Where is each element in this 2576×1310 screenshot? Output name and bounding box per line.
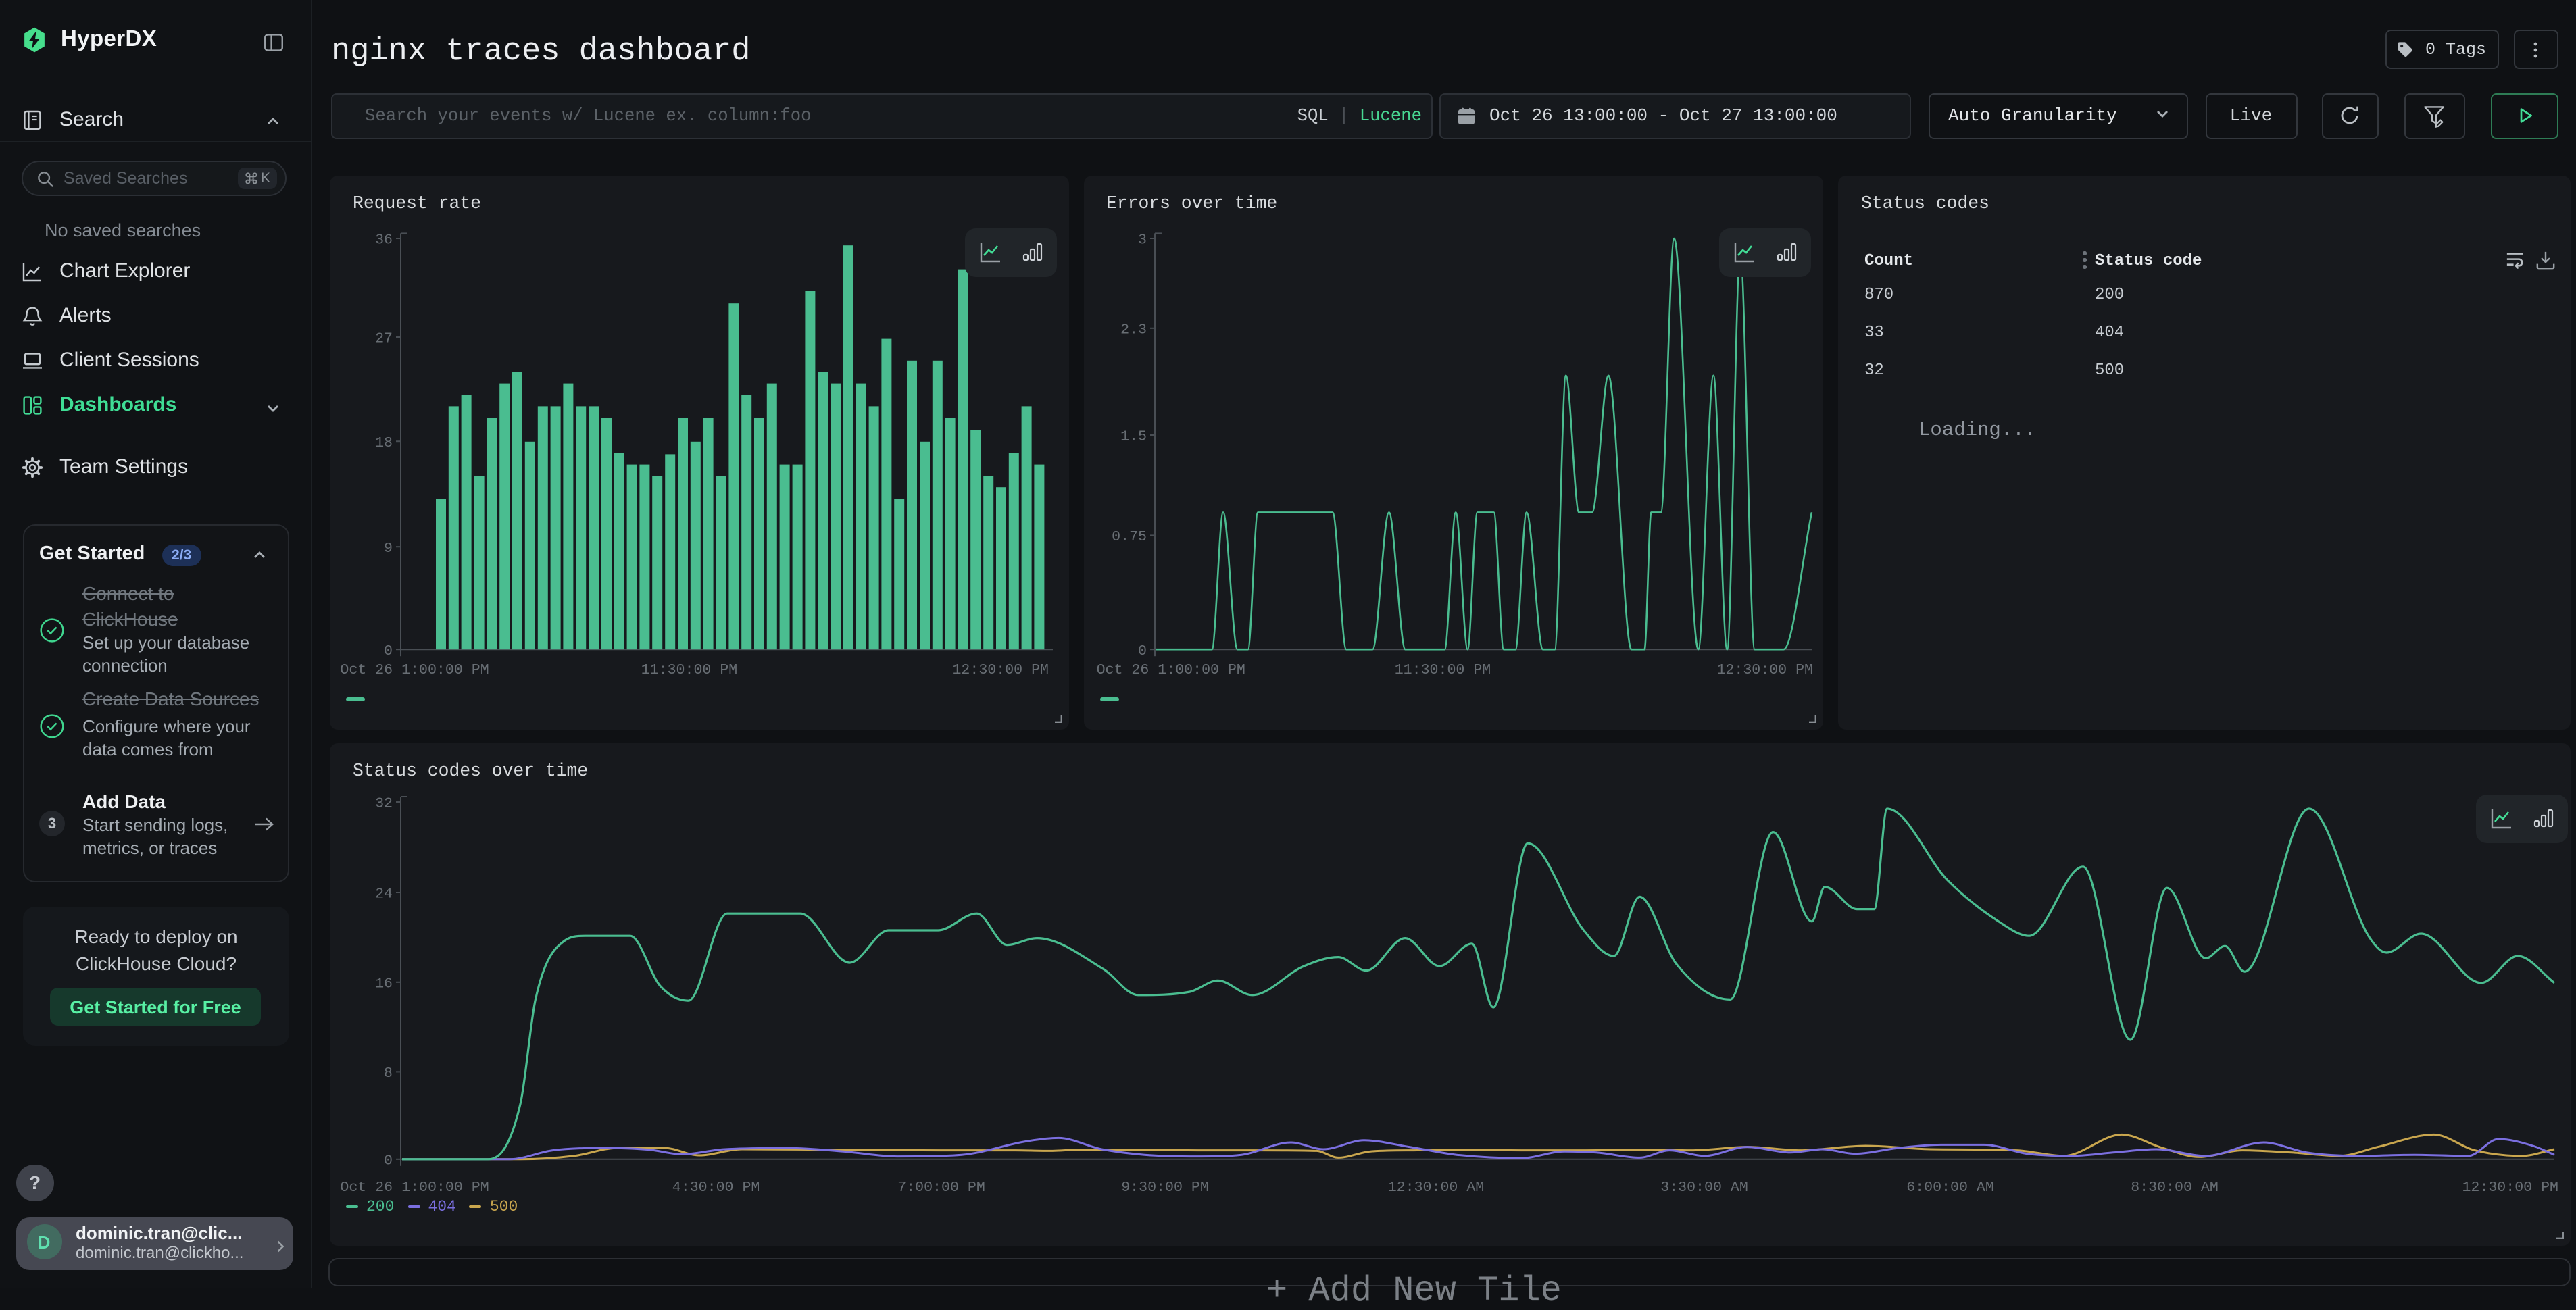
svg-text:32: 32 xyxy=(375,795,393,811)
svg-text:Oct 26 1:00:00 PM: Oct 26 1:00:00 PM xyxy=(340,662,489,678)
svg-text:9: 9 xyxy=(384,540,393,557)
svg-text:7:00:00 PM: 7:00:00 PM xyxy=(897,1179,985,1195)
svg-text:4:30:00 PM: 4:30:00 PM xyxy=(672,1179,760,1195)
svg-text:0: 0 xyxy=(384,1152,393,1168)
svg-text:8: 8 xyxy=(384,1065,393,1081)
svg-text:0: 0 xyxy=(384,643,393,659)
svg-text:0: 0 xyxy=(1137,643,1146,659)
svg-text:2.3: 2.3 xyxy=(1120,322,1146,338)
svg-text:12:30:00 PM: 12:30:00 PM xyxy=(952,662,1049,678)
svg-text:3:30:00 AM: 3:30:00 AM xyxy=(1660,1179,1748,1195)
svg-text:Oct 26 1:00:00 PM: Oct 26 1:00:00 PM xyxy=(1096,662,1245,678)
svg-text:16: 16 xyxy=(375,975,393,991)
svg-text:36: 36 xyxy=(375,232,393,249)
svg-text:12:30:00 PM: 12:30:00 PM xyxy=(2462,1179,2558,1195)
svg-text:11:30:00 PM: 11:30:00 PM xyxy=(641,662,738,678)
svg-text:9:30:00 PM: 9:30:00 PM xyxy=(1121,1179,1209,1195)
svg-text:27: 27 xyxy=(375,331,393,347)
svg-text:Oct 26 1:00:00 PM: Oct 26 1:00:00 PM xyxy=(340,1179,489,1195)
svg-text:12:30:00 PM: 12:30:00 PM xyxy=(1716,662,1812,678)
svg-text:24: 24 xyxy=(375,886,393,902)
svg-text:3: 3 xyxy=(1137,232,1146,249)
svg-text:12:30:00 AM: 12:30:00 AM xyxy=(1388,1179,1485,1195)
svg-text:6:00:00 AM: 6:00:00 AM xyxy=(1906,1179,1994,1195)
svg-text:8:30:00 AM: 8:30:00 AM xyxy=(2131,1179,2219,1195)
svg-text:0.75: 0.75 xyxy=(1111,529,1146,545)
svg-text:11:30:00 PM: 11:30:00 PM xyxy=(1394,662,1491,678)
svg-text:1.5: 1.5 xyxy=(1120,429,1146,445)
svg-text:18: 18 xyxy=(375,435,393,451)
